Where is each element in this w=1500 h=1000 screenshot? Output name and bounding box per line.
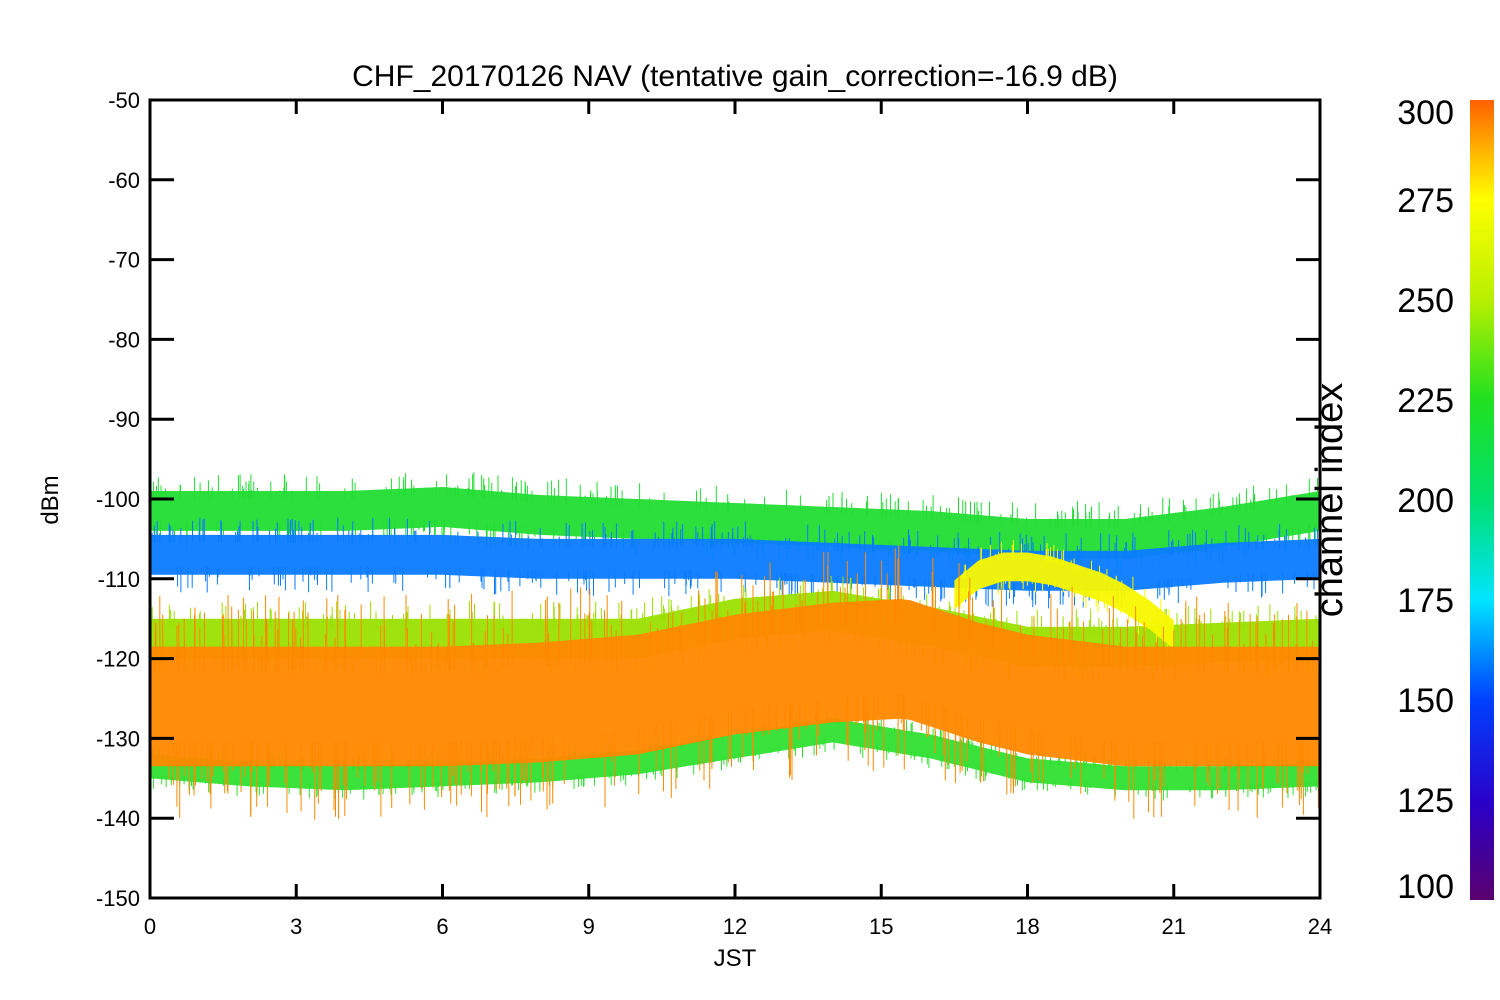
y-axis-label: dBm <box>37 475 64 524</box>
colorbar-tick-label: 300 <box>1397 94 1454 132</box>
x-tick-label: 9 <box>583 914 595 939</box>
y-tick-labels: -50 -60 -70 -80 -90 -100 -110 -120 -130 -140 -150 <box>96 88 140 911</box>
y-tick-label: -110 <box>98 567 140 592</box>
colorbar-label: channel index <box>1309 383 1351 618</box>
x-tick-label: 24 <box>1308 914 1332 939</box>
y-tick-label: -90 <box>108 407 140 432</box>
x-tick-label: 12 <box>723 914 747 939</box>
y-tick-label: -100 <box>96 487 140 512</box>
y-tick-label: -60 <box>108 168 140 193</box>
x-tick-label: 3 <box>290 914 302 939</box>
band-fill <box>150 487 1320 559</box>
y-tick-label: -130 <box>96 726 140 751</box>
x-axis-label: JST <box>714 945 757 972</box>
y-tick-label: -70 <box>108 248 140 273</box>
x-tick-label: 6 <box>436 914 448 939</box>
x-tick-label: 18 <box>1015 914 1039 939</box>
band-noise <box>959 539 1173 659</box>
x-tick-label: 15 <box>869 914 893 939</box>
colorbar-tick-label: 150 <box>1397 682 1454 720</box>
y-tick-label: -120 <box>96 647 140 672</box>
y-tick-label: -150 <box>96 886 140 911</box>
colorbar-tick-label: 100 <box>1397 868 1454 906</box>
chart-title: CHF_20170126 NAV (tentative gain_correct… <box>352 60 1118 93</box>
colorbar-tick-label: 225 <box>1397 382 1454 420</box>
colorbar-tick-label: 275 <box>1397 182 1454 220</box>
band-noise <box>150 545 1319 820</box>
x-tick-labels: 0 3 6 9 12 15 18 21 24 <box>144 914 1332 939</box>
colorbar-tick-label: 125 <box>1397 782 1454 820</box>
y-tick-label: -50 <box>108 88 140 113</box>
band-channel-275 <box>954 539 1174 659</box>
x-tick-label: 0 <box>144 914 156 939</box>
colorbar-tick-label: 200 <box>1397 482 1454 520</box>
band-fill <box>150 599 1320 767</box>
x-tick-label: 21 <box>1162 914 1186 939</box>
y-tick-label: -140 <box>96 806 140 831</box>
colorbar-tick-label: 175 <box>1397 582 1454 620</box>
colorbar <box>1470 100 1494 900</box>
y-tick-label: -80 <box>108 327 140 352</box>
data-bands <box>150 472 1320 820</box>
colorbar-tick-labels: 300 275 250 225 200 175 150 125 100 <box>1397 94 1454 906</box>
band-channel-290 <box>150 545 1320 820</box>
colorbar-tick-label: 250 <box>1397 282 1454 320</box>
axis-ticks <box>148 98 1322 900</box>
